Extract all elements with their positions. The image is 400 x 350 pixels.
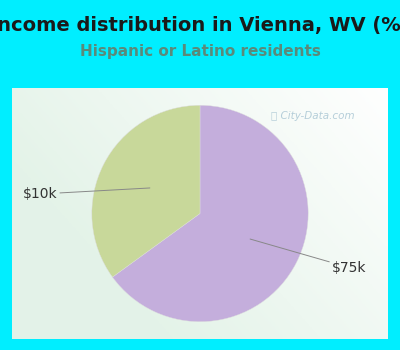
Text: $75k: $75k: [250, 239, 366, 275]
Wedge shape: [92, 105, 200, 277]
Text: ⓘ City-Data.com: ⓘ City-Data.com: [271, 111, 355, 121]
Text: Hispanic or Latino residents: Hispanic or Latino residents: [80, 44, 320, 59]
Text: Income distribution in Vienna, WV (%): Income distribution in Vienna, WV (%): [0, 16, 400, 35]
Wedge shape: [112, 105, 308, 322]
Text: $10k: $10k: [22, 187, 150, 201]
